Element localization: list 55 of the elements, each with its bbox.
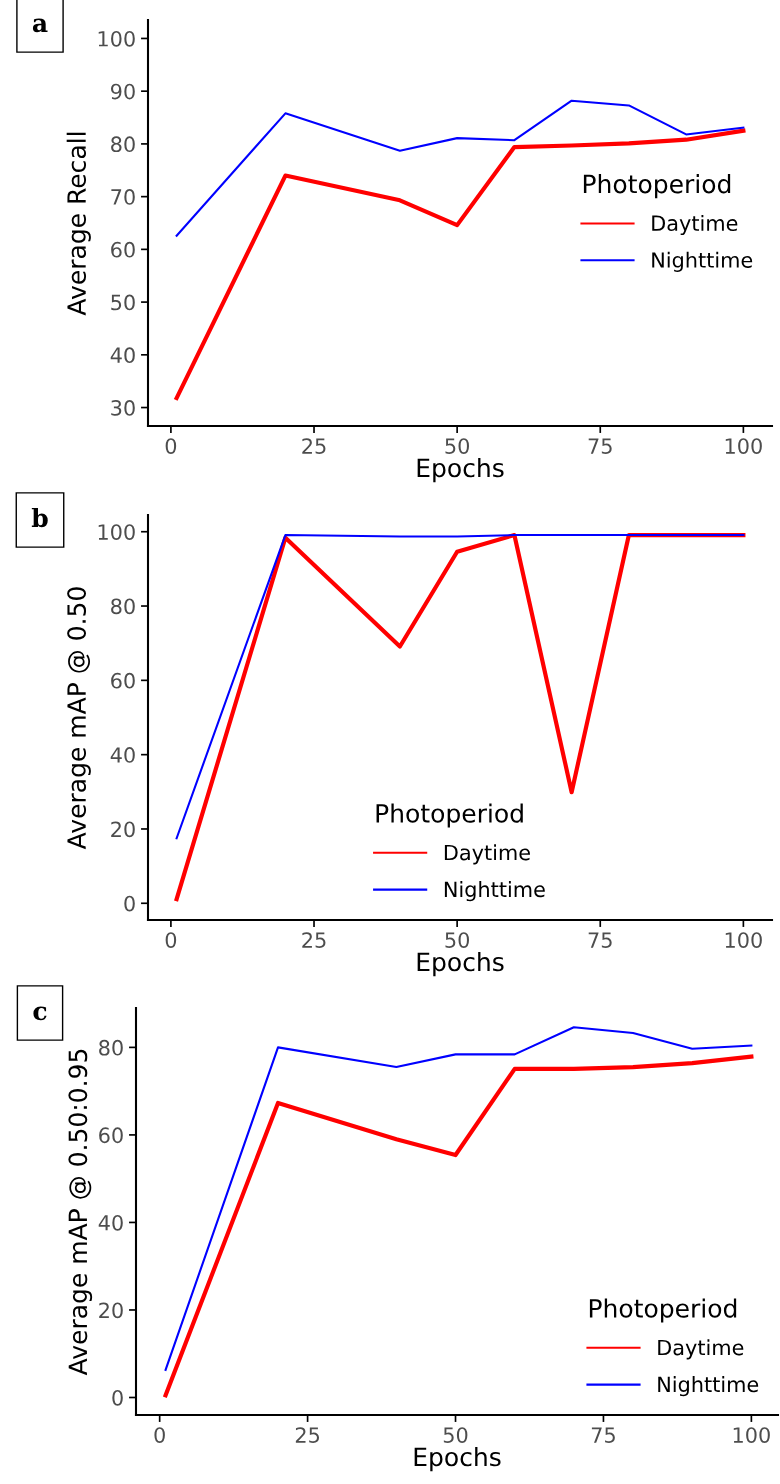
x-tick-label: 75 bbox=[588, 438, 612, 454]
legend-label: Nighttime bbox=[444, 881, 545, 902]
legend-label: Nighttime bbox=[658, 1376, 759, 1397]
line-series bbox=[175, 99, 745, 237]
x-tick-label: 50 bbox=[445, 438, 470, 454]
y-tick-label: 90 bbox=[111, 83, 135, 100]
x-tick-label: 0 bbox=[154, 1427, 165, 1443]
x-axis-title: Epochs bbox=[417, 457, 504, 483]
x-tick-label: 0 bbox=[165, 438, 177, 454]
y-tick-label: 40 bbox=[98, 1214, 123, 1231]
y-tick-label: 60 bbox=[111, 241, 135, 258]
legend-label: Daytime bbox=[658, 1339, 744, 1360]
x-tick-label: 100 bbox=[725, 438, 762, 454]
x-tick-label: 25 bbox=[302, 932, 326, 948]
y-axis-title: Average mAP @ 0.50:0.95 bbox=[68, 1049, 93, 1376]
y-tick-label: 0 bbox=[112, 1389, 123, 1406]
y-tick-label: 0 bbox=[124, 895, 135, 912]
x-tick-label: 75 bbox=[588, 932, 612, 948]
legend-label: Daytime bbox=[444, 844, 530, 865]
y-tick-label: 40 bbox=[110, 747, 135, 763]
y-tick-label: 30 bbox=[111, 400, 135, 416]
y-tick-label: 20 bbox=[111, 821, 135, 838]
y-tick-label: 100 bbox=[98, 30, 135, 47]
y-tick-label: 20 bbox=[99, 1302, 123, 1319]
y-tick-label: 50 bbox=[111, 294, 135, 311]
text: a bbox=[32, 18, 48, 33]
x-tick-label: 75 bbox=[591, 1427, 615, 1443]
x-tick-label: 25 bbox=[302, 438, 326, 454]
y-tick-label: 60 bbox=[99, 1127, 123, 1144]
legend-title: Photoperiod bbox=[376, 803, 523, 828]
legend-label: Nighttime bbox=[652, 251, 753, 272]
y-axis-title: Average mAP @ 0.50 bbox=[67, 587, 91, 850]
line-series bbox=[164, 1026, 753, 1371]
legend-label: Daytime bbox=[652, 214, 738, 236]
x-tick-label: 50 bbox=[443, 1427, 468, 1443]
x-tick-label: 0 bbox=[165, 932, 177, 948]
x-tick-label: 100 bbox=[733, 1427, 770, 1443]
y-axis-title: Average Recall bbox=[66, 132, 91, 316]
text: c bbox=[33, 1006, 47, 1021]
y-tick-label: 40 bbox=[110, 347, 135, 364]
legend-title: Photoperiod bbox=[583, 174, 731, 199]
y-tick-label: 70 bbox=[111, 189, 135, 205]
x-tick-label: 25 bbox=[295, 1427, 320, 1443]
y-tick-label: 60 bbox=[111, 672, 135, 689]
y-tick-label: 80 bbox=[99, 1039, 123, 1056]
line-series bbox=[174, 532, 746, 902]
x-axis-title: Epochs bbox=[414, 1446, 501, 1472]
legend-title: Photoperiod bbox=[589, 1298, 737, 1323]
text: b bbox=[31, 507, 48, 528]
x-tick-label: 50 bbox=[445, 932, 470, 948]
y-tick-label: 80 bbox=[111, 598, 135, 615]
y-tick-label: 80 bbox=[111, 136, 135, 153]
y-tick-label: 100 bbox=[98, 524, 135, 540]
x-tick-label: 100 bbox=[725, 932, 762, 948]
x-axis-title: Epochs bbox=[417, 951, 504, 977]
